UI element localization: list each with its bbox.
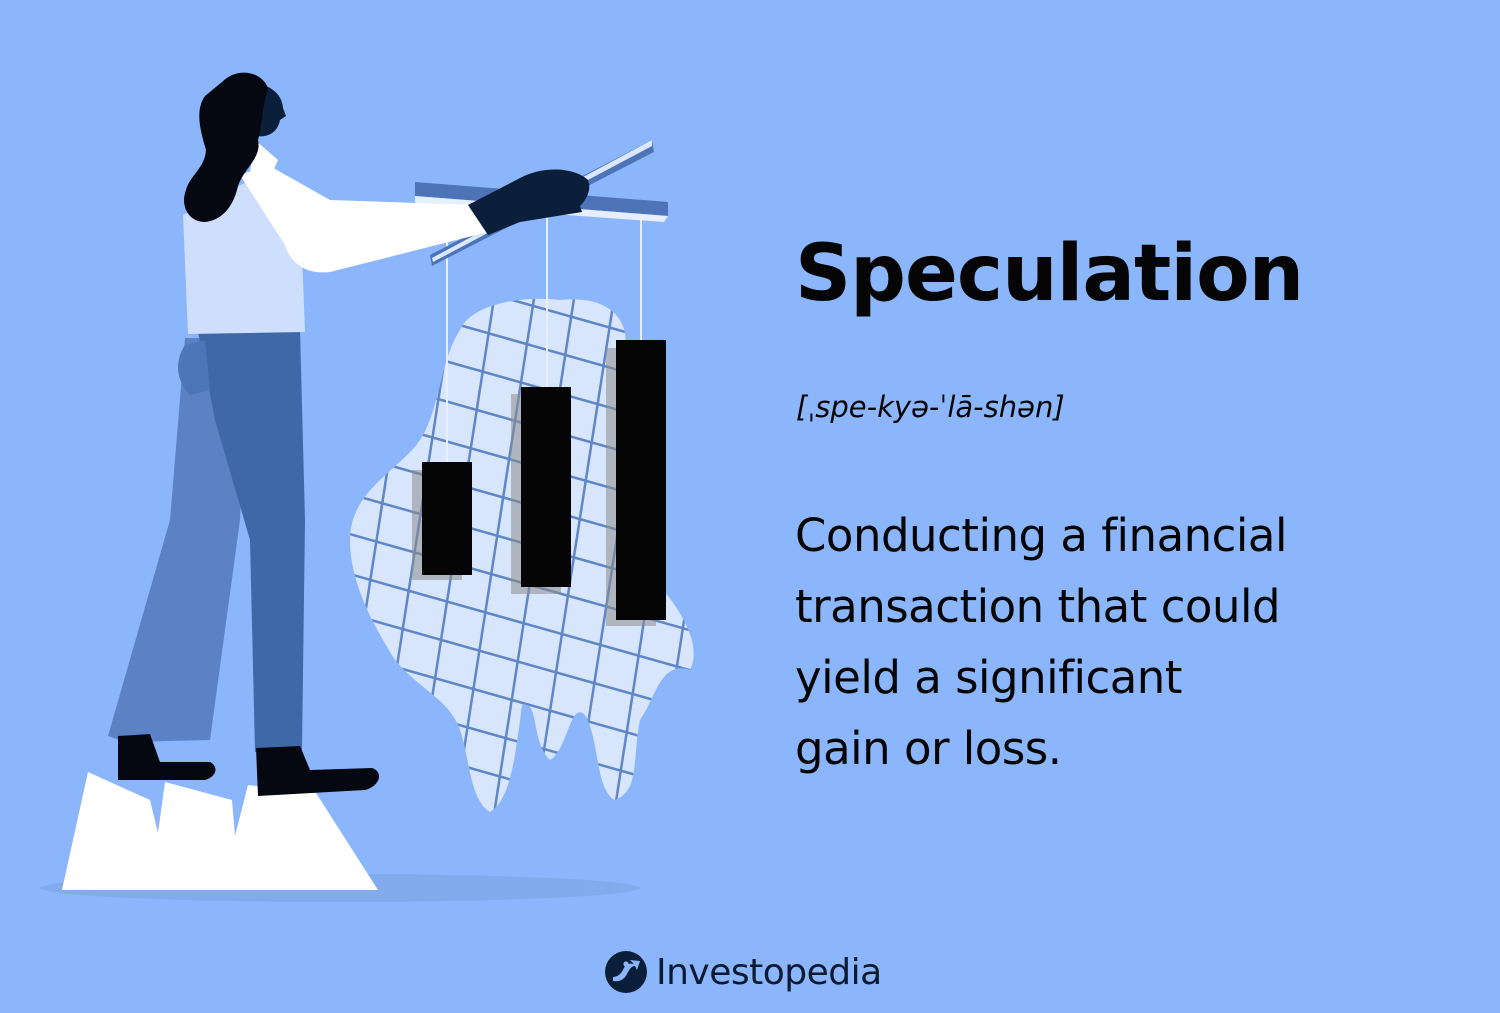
definition: Conducting a financial transaction that … [795, 500, 1375, 784]
pronunciation: [ˌspe-kyə-ˈlā-shən] [796, 390, 1065, 424]
candlestick-bar-large [616, 340, 666, 620]
definition-line: Conducting a financial [795, 509, 1288, 562]
jagged-peak-pedestal-icon [62, 772, 378, 890]
definition-line: gain or loss. [795, 722, 1062, 775]
candlestick-bar-small [422, 462, 472, 575]
brand-name: Investopedia [656, 951, 882, 993]
candlestick-bar-medium [521, 387, 571, 587]
investopedia-logo-icon [605, 951, 647, 993]
brand-logo: Investopedia [604, 944, 882, 1000]
speculation-illustration [40, 72, 694, 902]
term-title: Speculation [795, 229, 1304, 319]
definition-line: yield a significant [795, 651, 1182, 704]
definition-line: transaction that could [795, 580, 1281, 633]
woman-figure-icon [108, 72, 590, 796]
candlestick-bars [412, 340, 666, 626]
